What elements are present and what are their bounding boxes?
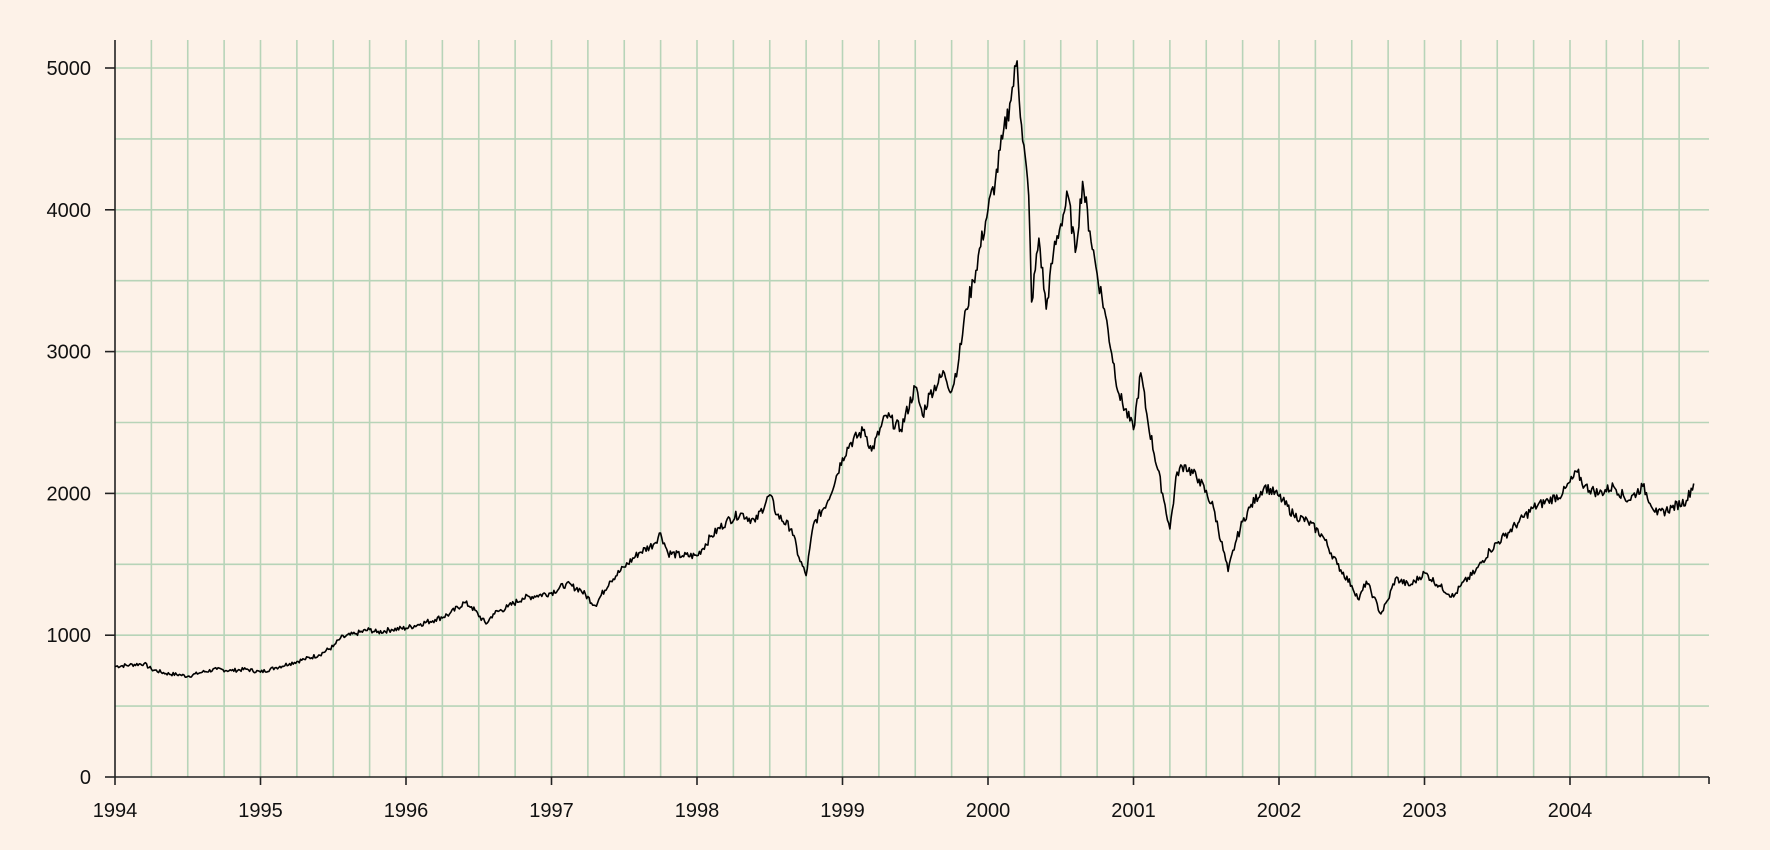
x-tick-label: 1994 (93, 800, 138, 822)
y-tick-label: 4000 (47, 200, 92, 222)
x-tick-label: 1998 (675, 800, 720, 822)
x-tick-label: 1999 (820, 800, 865, 822)
x-tick-label: 1995 (238, 800, 283, 822)
x-tick-label: 2001 (1111, 800, 1156, 822)
x-tick-label: 1996 (384, 800, 429, 822)
y-tick-label: 2000 (47, 483, 92, 505)
y-tick-label: 1000 (47, 625, 92, 647)
x-tick-label: 2000 (966, 800, 1011, 822)
axes (114, 40, 1710, 784)
y-tick-label: 0 (80, 767, 91, 789)
y-axis-ticks: 0 1000 2000 3000 4000 5000 (47, 58, 115, 789)
x-axis-ticks: 1994 1995 1996 1997 1998 1999 2000 2001 2002 2003… (93, 777, 1593, 822)
grid-lines (115, 40, 1709, 777)
series-layer (114, 60, 1695, 678)
index-line (114, 60, 1695, 678)
x-tick-label: 2004 (1548, 800, 1593, 822)
x-tick-label: 2002 (1257, 800, 1302, 822)
x-tick-label: 1997 (529, 800, 574, 822)
x-tick-label: 2003 (1402, 800, 1447, 822)
y-tick-label: 5000 (47, 58, 92, 80)
y-tick-label: 3000 (47, 342, 92, 364)
